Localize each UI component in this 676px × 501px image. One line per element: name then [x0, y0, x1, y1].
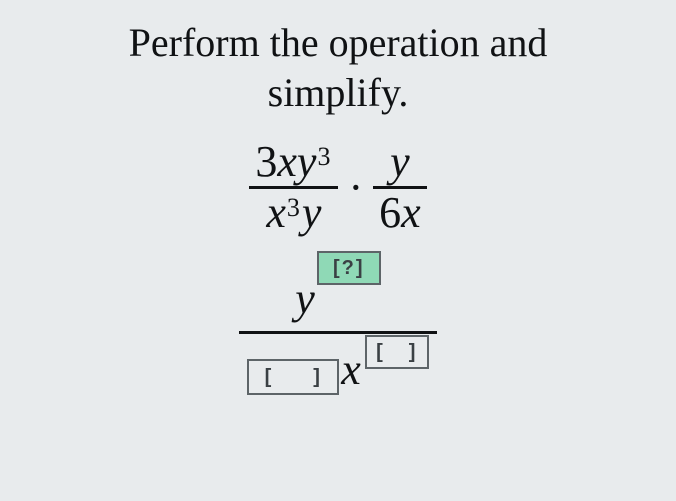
fraction-a-denominator: x 3 y	[260, 191, 327, 235]
left-bracket-icon: [	[376, 341, 385, 364]
fraction-b: y 6 x	[373, 140, 427, 235]
answer-num-base: y	[295, 277, 315, 321]
fraction-a-numerator: 3 x y 3	[249, 140, 338, 184]
left-bracket-icon: [	[333, 258, 342, 278]
prompt-line-1: Perform the operation and	[129, 18, 548, 68]
fraction-a: 3 x y 3 x 3 y	[249, 140, 338, 235]
answer-numerator: y [ ? ]	[287, 273, 389, 325]
var-x: x	[401, 191, 421, 235]
right-bracket-icon: ]	[409, 341, 418, 364]
expression-row: 3 x y 3 x 3 y · y 6 x	[249, 140, 426, 235]
prompt-line-2: simplify.	[129, 68, 548, 118]
coef-3: 3	[255, 140, 277, 184]
exp-y-3: 3	[317, 144, 330, 170]
answer-den-exp-input[interactable]: [ ]	[365, 335, 429, 369]
var-x: x	[277, 140, 297, 184]
exp-x-3: 3	[287, 195, 300, 221]
answer-fraction: y [ ? ] [ ] x	[239, 273, 437, 399]
answer-num-exp-value: ?	[342, 258, 356, 278]
multiply-dot: ·	[338, 166, 373, 210]
answer-template: y [ ? ] [ ] x	[239, 273, 437, 399]
var-y: y	[302, 191, 322, 235]
fraction-b-denominator: 6 x	[373, 191, 427, 235]
left-bracket-icon: [	[265, 366, 274, 389]
var-y: y	[390, 140, 410, 184]
right-bracket-icon: ]	[356, 258, 365, 278]
answer-num-exp-input[interactable]: [ ? ]	[317, 251, 381, 285]
answer-den-coef-input[interactable]: [ ]	[247, 359, 339, 395]
var-y: y	[297, 140, 317, 184]
answer-denominator: [ ] x [ ]	[239, 340, 437, 399]
prompt: Perform the operation and simplify.	[129, 18, 548, 118]
coef-6: 6	[379, 191, 401, 235]
problem-page: Perform the operation and simplify. 3 x …	[0, 0, 676, 501]
answer-den-x: x	[341, 344, 361, 395]
answer-fraction-bar	[239, 331, 437, 334]
fraction-a-bar	[249, 186, 338, 189]
right-bracket-icon: ]	[313, 366, 322, 389]
var-x: x	[266, 191, 286, 235]
fraction-b-numerator: y	[384, 140, 416, 184]
